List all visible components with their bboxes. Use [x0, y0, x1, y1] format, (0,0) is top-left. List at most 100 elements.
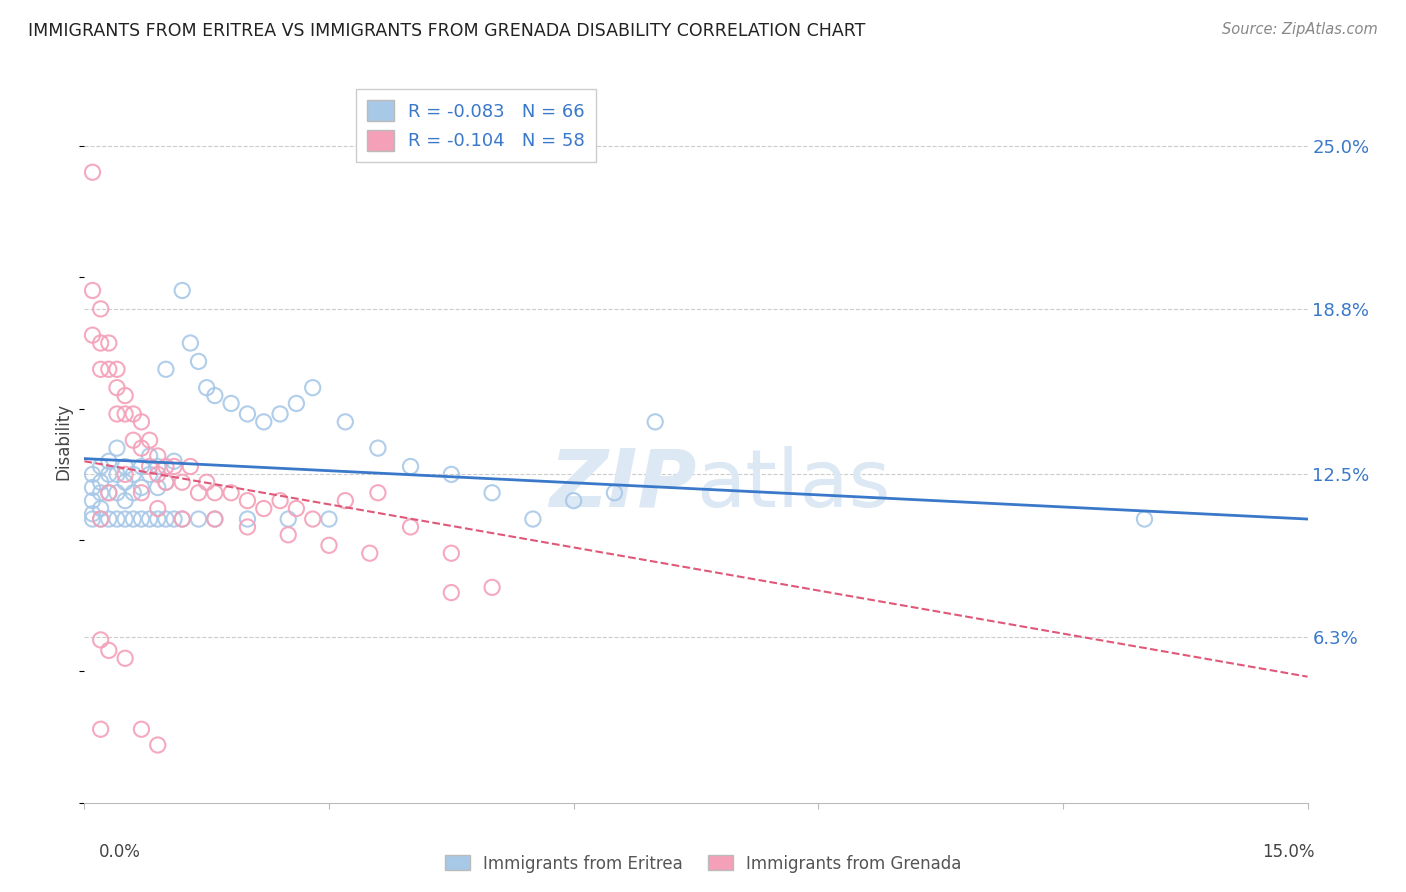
- Point: [285, 501, 308, 516]
- Point: [146, 467, 169, 482]
- Point: [187, 354, 209, 368]
- Point: [163, 454, 186, 468]
- Point: [187, 512, 209, 526]
- Point: [318, 538, 340, 552]
- Point: [269, 407, 291, 421]
- Point: [301, 381, 323, 395]
- Point: [82, 481, 104, 495]
- Point: [236, 512, 259, 526]
- Point: [146, 501, 169, 516]
- Point: [82, 507, 104, 521]
- Point: [399, 520, 422, 534]
- Point: [131, 485, 153, 500]
- Point: [114, 475, 136, 490]
- Point: [122, 485, 145, 500]
- Point: [105, 362, 128, 376]
- Point: [131, 459, 153, 474]
- Point: [146, 481, 169, 495]
- Point: [155, 512, 177, 526]
- Point: [122, 434, 145, 448]
- Legend: Immigrants from Eritrea, Immigrants from Grenada: Immigrants from Eritrea, Immigrants from…: [437, 848, 969, 880]
- Point: [187, 485, 209, 500]
- Point: [90, 301, 112, 316]
- Point: [82, 467, 104, 482]
- Point: [114, 467, 136, 482]
- Point: [138, 459, 160, 474]
- Point: [236, 520, 259, 534]
- Point: [97, 485, 120, 500]
- Point: [105, 512, 128, 526]
- Point: [90, 501, 112, 516]
- Point: [105, 441, 128, 455]
- Point: [90, 362, 112, 376]
- Point: [90, 459, 112, 474]
- Point: [335, 415, 357, 429]
- Point: [367, 485, 389, 500]
- Point: [172, 512, 194, 526]
- Point: [114, 512, 136, 526]
- Point: [90, 475, 112, 490]
- Point: [204, 485, 226, 500]
- Point: [97, 512, 120, 526]
- Point: [481, 485, 503, 500]
- Legend: R = -0.083   N = 66, R = -0.104   N = 58: R = -0.083 N = 66, R = -0.104 N = 58: [356, 89, 596, 161]
- Point: [97, 336, 120, 351]
- Point: [367, 441, 389, 455]
- Point: [138, 434, 160, 448]
- Point: [82, 165, 104, 179]
- Point: [204, 512, 226, 526]
- Point: [562, 493, 585, 508]
- Point: [131, 723, 153, 737]
- Point: [131, 441, 153, 455]
- Point: [97, 362, 120, 376]
- Point: [155, 475, 177, 490]
- Point: [138, 512, 160, 526]
- Point: [82, 493, 104, 508]
- Point: [179, 336, 201, 351]
- Point: [122, 407, 145, 421]
- Point: [97, 454, 120, 468]
- Point: [399, 459, 422, 474]
- Text: 0.0%: 0.0%: [98, 843, 141, 861]
- Text: IMMIGRANTS FROM ERITREA VS IMMIGRANTS FROM GRENADA DISABILITY CORRELATION CHART: IMMIGRANTS FROM ERITREA VS IMMIGRANTS FR…: [28, 22, 866, 40]
- Point: [195, 475, 218, 490]
- Point: [114, 493, 136, 508]
- Point: [146, 512, 169, 526]
- Point: [90, 336, 112, 351]
- Point: [114, 651, 136, 665]
- Point: [114, 407, 136, 421]
- Point: [131, 415, 153, 429]
- Point: [105, 407, 128, 421]
- Point: [285, 396, 308, 410]
- Point: [236, 493, 259, 508]
- Point: [90, 632, 112, 647]
- Point: [114, 388, 136, 402]
- Point: [155, 475, 177, 490]
- Point: [195, 381, 218, 395]
- Point: [440, 585, 463, 599]
- Point: [440, 467, 463, 482]
- Point: [253, 415, 276, 429]
- Point: [277, 512, 299, 526]
- Point: [253, 501, 276, 516]
- Y-axis label: Disability: Disability: [55, 403, 73, 480]
- Point: [131, 512, 153, 526]
- Point: [644, 415, 666, 429]
- Point: [146, 459, 169, 474]
- Point: [219, 396, 242, 410]
- Point: [179, 459, 201, 474]
- Point: [163, 512, 186, 526]
- Point: [522, 512, 544, 526]
- Point: [90, 512, 112, 526]
- Point: [146, 738, 169, 752]
- Point: [204, 512, 226, 526]
- Point: [277, 528, 299, 542]
- Point: [114, 459, 136, 474]
- Point: [163, 459, 186, 474]
- Point: [269, 493, 291, 508]
- Point: [236, 407, 259, 421]
- Point: [90, 512, 112, 526]
- Point: [90, 485, 112, 500]
- Point: [122, 512, 145, 526]
- Text: atlas: atlas: [696, 446, 890, 524]
